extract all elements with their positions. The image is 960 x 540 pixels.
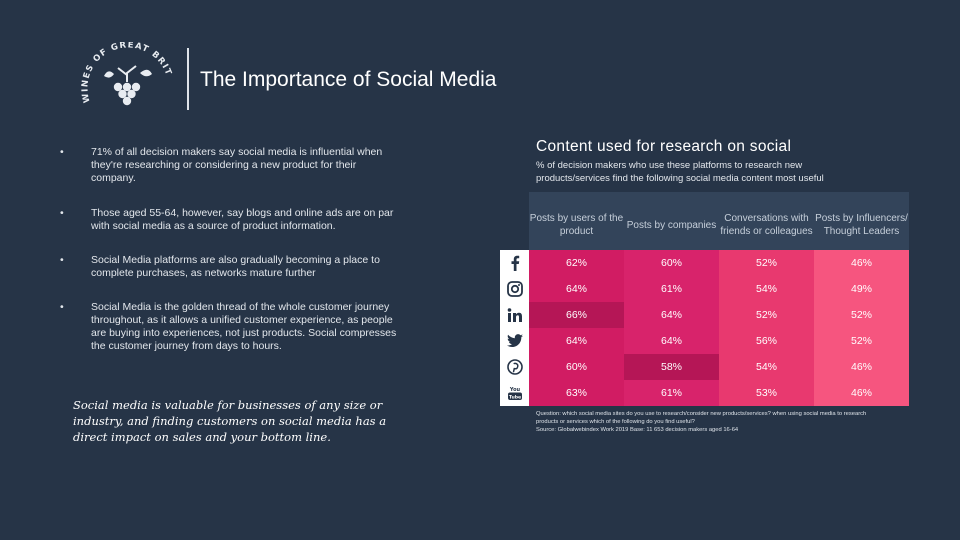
page-title: The Importance of Social Media [200, 68, 497, 91]
table-cell: 64% [624, 302, 719, 328]
summary-quote: Social media is valuable for businesses … [73, 398, 387, 444]
table-cell: 46% [814, 250, 909, 276]
content-title: Content used for research on social [536, 138, 792, 155]
table-cell: 61% [624, 380, 719, 406]
table-cell: 49% [814, 276, 909, 302]
column-header: Posts by Influencers/ Thought Leaders [814, 192, 909, 250]
footnote-source: Source: Globalwebindex Work 2019 Base: 1… [536, 427, 739, 433]
bullet-item: 71% of all decision makers say social me… [58, 146, 403, 185]
table-cell-highlighted: 58% [624, 354, 719, 380]
table-cell: 54% [719, 276, 814, 302]
table-cell: 54% [719, 354, 814, 380]
footnote-question: Question: which social media sites do yo… [536, 411, 867, 425]
column-header: Posts by users of the product [529, 192, 624, 250]
table-cell: 62% [529, 250, 624, 276]
table-cell: 52% [719, 302, 814, 328]
table-cell-highlighted: 66% [529, 302, 624, 328]
svg-text:You: You [508, 387, 520, 393]
table-cell: 60% [529, 354, 624, 380]
svg-text:Tube: Tube [508, 394, 520, 400]
pinterest-icon [500, 354, 529, 380]
table-cell: 60% [624, 250, 719, 276]
table-cell: 52% [814, 328, 909, 354]
platform-icons-column: You Tube [500, 250, 529, 406]
title-divider [187, 48, 189, 110]
instagram-icon [500, 276, 529, 302]
footnote: Question: which social media sites do yo… [536, 410, 876, 434]
key-findings-list: 71% of all decision makers say social me… [58, 146, 403, 353]
table-cell: 46% [814, 354, 909, 380]
facebook-icon [500, 250, 529, 276]
bullet-item: Those aged 55-64, however, say blogs and… [58, 207, 403, 233]
table-cell: 53% [719, 380, 814, 406]
bullet-item: Social Media is the golden thread of the… [58, 301, 403, 353]
table-cell: 52% [719, 250, 814, 276]
content-usefulness-table: Posts by users of the product Posts by c… [529, 192, 909, 406]
content-subtitle: % of decision makers who use these platf… [536, 160, 824, 184]
youtube-icon: You Tube [500, 380, 529, 406]
table-cell: 61% [624, 276, 719, 302]
bullet-item: Social Media platforms are also graduall… [58, 254, 403, 280]
table-cell: 52% [814, 302, 909, 328]
table-cell: 64% [624, 328, 719, 354]
twitter-icon [500, 328, 529, 354]
table-cell: 64% [529, 276, 624, 302]
brand-logo: WINES OF GREAT BRITAIN [74, 35, 178, 117]
column-header: Conversations with friends or colleagues [719, 192, 814, 250]
table-cell: 56% [719, 328, 814, 354]
column-header: Posts by companies [624, 192, 719, 250]
table-cell: 63% [529, 380, 624, 406]
table-cell: 64% [529, 328, 624, 354]
table-cell: 46% [814, 380, 909, 406]
linkedin-icon [500, 302, 529, 328]
